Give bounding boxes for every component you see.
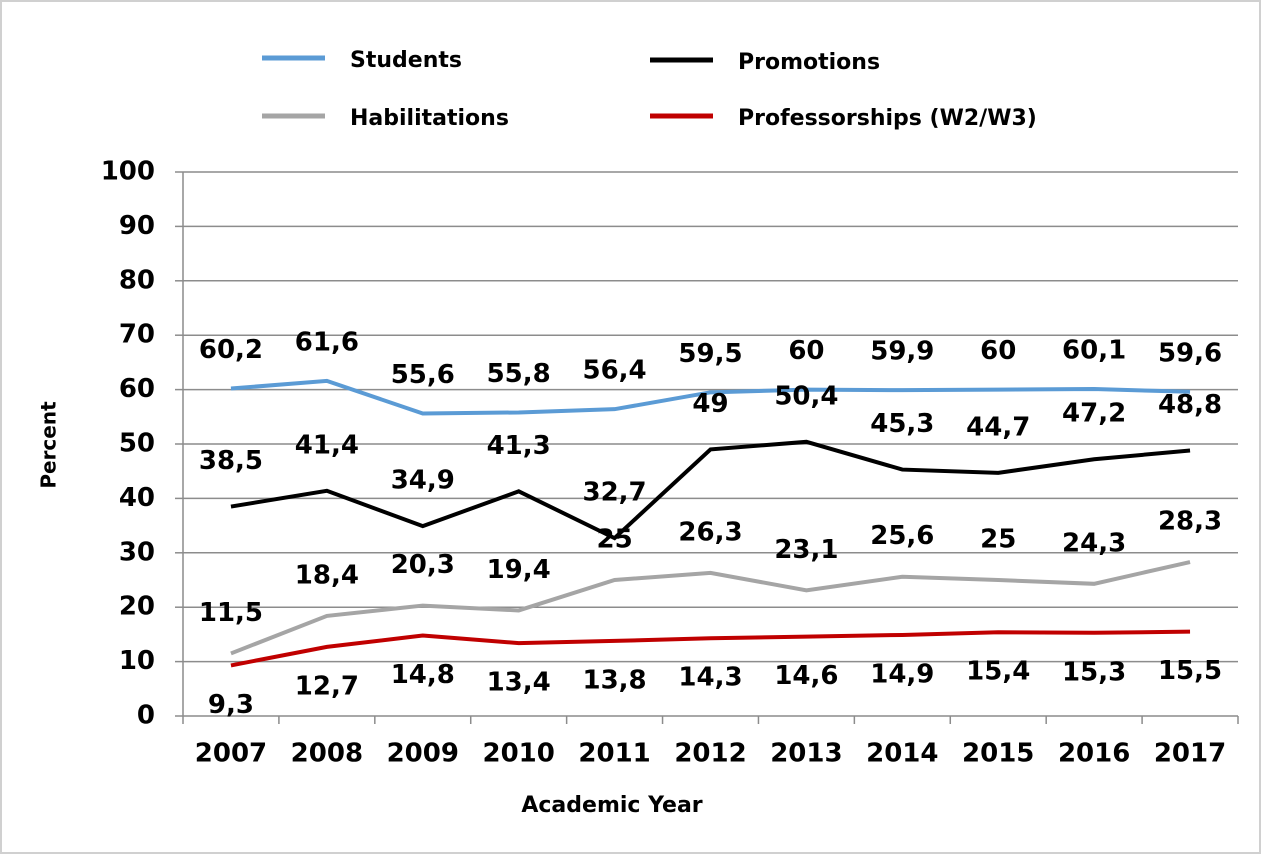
y-tick-label: 20 [119,592,155,622]
y-tick-label: 70 [119,320,155,350]
data-label: 60,1 [1062,336,1126,366]
x-tick-label: 2015 [962,739,1034,769]
data-label: 25,6 [870,521,934,551]
data-label: 14,8 [391,660,455,690]
data-label: 38,5 [199,446,263,476]
data-label: 15,3 [1062,657,1126,687]
series-line [230,629,1191,668]
data-label: 14,9 [870,659,934,689]
data-label: 13,8 [583,665,647,695]
y-tick-label: 10 [119,646,155,676]
y-tick-label: 50 [119,429,155,459]
data-label: 55,8 [487,359,551,389]
y-tick-label: 0 [137,701,155,731]
data-label: 41,3 [487,431,551,461]
data-label: 59,5 [678,339,742,369]
data-label: 19,4 [487,555,551,585]
y-axis-title: Percent [37,401,61,489]
data-label: 47,2 [1062,399,1126,429]
legend-label: Habilitations [350,106,509,131]
x-tick-label: 2014 [866,739,938,769]
data-label: 34,9 [391,466,455,496]
x-tick-label: 2009 [387,739,459,769]
data-label: 41,4 [295,430,359,460]
x-axis-title: Academic Year [521,793,702,818]
legend-label: Professorships (W2/W3) [738,106,1037,131]
data-label: 18,4 [295,560,359,590]
data-label: 23,1 [774,535,838,565]
y-tick-label: 100 [101,157,155,187]
legend-label: Students [350,48,462,73]
data-label: 32,7 [583,478,647,508]
data-label: 48,8 [1158,390,1222,420]
x-tick-label: 2011 [578,739,650,769]
x-tick-label: 2008 [291,739,363,769]
x-tick-label: 2013 [770,739,842,769]
data-label: 13,4 [487,668,551,698]
y-tick-label: 60 [119,374,155,404]
data-label: 61,6 [295,327,359,357]
data-label: 15,5 [1158,656,1222,686]
series-line [230,560,1191,656]
y-tick-label: 30 [119,537,155,567]
data-label: 28,3 [1158,507,1222,537]
data-label: 25 [980,525,1016,555]
data-label: 60,2 [199,335,263,365]
data-label: 26,3 [678,517,742,547]
data-label: 50,4 [774,381,838,411]
series-line [230,439,1191,541]
data-label: 49 [692,389,728,419]
x-tick-label: 2012 [674,739,746,769]
data-label: 9,3 [208,690,254,720]
data-label: 56,4 [583,356,647,386]
x-tick-label: 2017 [1154,739,1226,769]
data-label: 14,3 [678,663,742,693]
data-label: 24,3 [1062,528,1126,558]
data-label: 12,7 [295,671,359,701]
x-tick-label: 2016 [1058,739,1130,769]
y-tick-label: 80 [119,265,155,295]
legend-label: Promotions [738,50,880,75]
data-label: 25 [596,525,632,555]
data-label: 55,6 [391,360,455,390]
y-tick-label: 40 [119,483,155,513]
data-label: 60 [980,336,1016,366]
data-label: 59,9 [870,337,934,367]
data-label: 45,3 [870,409,934,439]
series-line [230,378,1191,416]
x-tick-label: 2007 [195,739,267,769]
data-label: 44,7 [966,412,1030,442]
data-label: 14,6 [774,661,838,691]
data-label: 20,3 [391,550,455,580]
data-label: 11,5 [199,598,263,628]
data-label: 59,6 [1158,338,1222,368]
data-label: 60 [788,336,824,366]
data-label: 15,4 [966,657,1030,687]
x-tick-label: 2010 [482,739,554,769]
y-tick-label: 90 [119,211,155,241]
